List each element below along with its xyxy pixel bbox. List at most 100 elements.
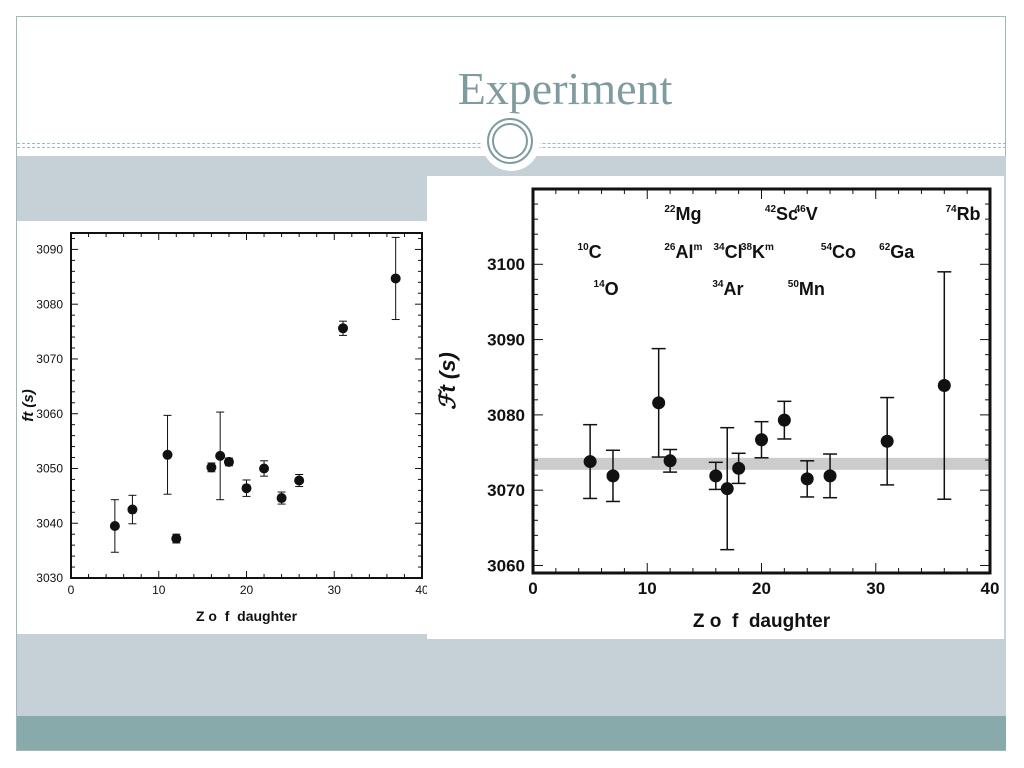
nuclide-label: 34Ar (712, 279, 743, 299)
right-chart: 0 10 20 30 40 3060 3070 3080 3090 3100 Z o f daugh… (435, 187, 1000, 632)
data-point (215, 450, 226, 461)
nuclide-mass: 10 (578, 242, 590, 253)
data-point (800, 472, 814, 486)
nuclide-label: 22Mg (664, 204, 701, 224)
y-tick-label: 3090 (36, 243, 63, 257)
data-point (732, 461, 746, 475)
nuclide-isomer: m (765, 242, 774, 253)
nuclide-symbol: Al (676, 242, 694, 262)
nuclide-isomer: m (694, 242, 703, 253)
nuclide-symbol: Mg (676, 204, 702, 224)
ornament-inner-ring-icon (492, 123, 528, 159)
y-tick-label: 3080 (487, 406, 525, 425)
y-tick-label: 3060 (36, 407, 63, 421)
mean-ft-band (533, 457, 990, 470)
data-point (259, 463, 270, 474)
data-point (652, 396, 666, 410)
data-point (777, 413, 791, 427)
data-point (294, 475, 305, 486)
nuclide-symbol: V (806, 204, 818, 224)
y-tick-label: 3040 (36, 516, 63, 530)
nuclide-label: 26Alm (664, 242, 702, 262)
data-point (109, 520, 120, 531)
x-tick-label: 40 (981, 579, 1000, 598)
plot-frame (70, 232, 423, 579)
nuclide-symbol: Ar (723, 279, 743, 299)
data-point (720, 482, 734, 496)
x-axis-label: Z o f daughter (196, 608, 298, 624)
data-point (338, 323, 349, 334)
slide-title: Experiment (457, 63, 673, 114)
nuclide-symbol: Sc (776, 204, 798, 224)
nuclide-label: 38Km (741, 242, 774, 262)
y-tick-label: 3050 (36, 462, 63, 476)
nuclide-mass: 14 (594, 279, 606, 290)
data-point (583, 455, 597, 469)
nuclide-label: 74Rb (945, 204, 980, 224)
nuclide-symbol: Ga (890, 242, 915, 262)
nuclide-symbol: Rb (957, 204, 981, 224)
x-tick-label: 0 (68, 583, 75, 597)
right-chart-panel: 0 10 20 30 40 3060 3070 3080 3090 3100 Z o f daugh… (427, 176, 1004, 639)
data-point (823, 469, 837, 483)
data-point (223, 456, 234, 467)
nuclide-mass: 22 (664, 204, 676, 215)
y-tick-label: 3100 (487, 255, 525, 274)
nuclide-label: 14O (594, 279, 619, 299)
y-tick-label: 3030 (36, 571, 63, 585)
nuclide-label: 42Sc (765, 204, 798, 224)
nuclide-mass: 62 (879, 242, 891, 253)
nuclide-symbol: Mn (799, 279, 825, 299)
nuclide-mass: 74 (945, 204, 957, 215)
data-point (880, 434, 894, 448)
x-tick-label: 40 (415, 583, 427, 597)
data-point (663, 454, 677, 468)
nuclide-label: 62Ga (879, 242, 915, 262)
data-point (709, 469, 723, 483)
left-chart-panel: 0 10 20 30 40 3030 3040 3050 3060 3070 3080 3090 Z o… (17, 221, 429, 634)
nuclide-symbol: O (605, 279, 619, 299)
nuclide-mass: 26 (664, 242, 676, 253)
nuclide-label: 54Co (821, 242, 856, 262)
data-point (206, 462, 217, 473)
nuclide-mass: 38 (741, 242, 753, 253)
x-tick-label: 30 (328, 583, 342, 597)
y-tick-label: 3090 (487, 331, 525, 350)
y-tick-label: 3080 (36, 297, 63, 311)
data-point (390, 273, 401, 284)
nuclide-label: 10C (578, 242, 602, 262)
y-tick-label: 3070 (36, 352, 63, 366)
x-tick-label: 20 (240, 583, 254, 597)
data-point (276, 493, 287, 504)
nuclide-symbol: Co (832, 242, 856, 262)
nuclide-mass: 50 (788, 279, 800, 290)
data-point (162, 449, 173, 460)
data-point (241, 483, 252, 494)
x-tick-label: 30 (866, 579, 885, 598)
footer-band (17, 716, 1006, 750)
nuclide-label: 50Mn (788, 279, 825, 299)
nuclide-mass: 46 (795, 204, 807, 215)
x-tick-label: 0 (528, 579, 537, 598)
data-point (606, 469, 620, 483)
y-tick-label: 3060 (487, 556, 525, 575)
x-tick-label: 20 (752, 579, 771, 598)
nuclide-label: 34Cl (714, 242, 743, 262)
nuclide-symbol: K (752, 242, 765, 262)
y-axis-label: ft (s) (20, 389, 37, 422)
nuclide-label: 46V (795, 204, 818, 224)
nuclide-mass: 54 (821, 242, 833, 253)
y-tick-label: 3070 (487, 481, 525, 500)
data-point (127, 504, 138, 515)
data-point (755, 433, 768, 447)
nuclide-mass: 34 (714, 242, 726, 253)
y-axis-label: ℱt (s) (435, 352, 460, 410)
nuclide-mass: 34 (712, 279, 724, 290)
nuclide-symbol: Cl (725, 242, 743, 262)
nuclide-mass: 42 (765, 204, 777, 215)
data-point (171, 533, 182, 544)
x-tick-label: 10 (152, 583, 166, 597)
data-point (937, 379, 951, 393)
x-tick-label: 10 (638, 579, 657, 598)
